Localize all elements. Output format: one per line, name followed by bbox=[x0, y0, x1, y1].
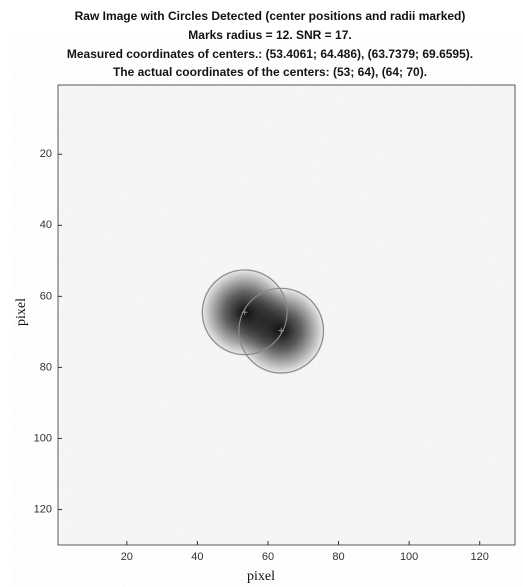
x-tick-label: 100 bbox=[400, 551, 418, 563]
title-line: The actual coordinates of the centers: (… bbox=[113, 65, 427, 79]
y-tick-label: 80 bbox=[40, 361, 52, 373]
x-tick-label: 80 bbox=[332, 551, 344, 563]
y-tick-label: 100 bbox=[34, 432, 52, 444]
y-axis-label: pixel bbox=[14, 298, 29, 326]
x-tick-label: 20 bbox=[121, 551, 133, 563]
x-tick-label: 120 bbox=[471, 551, 489, 563]
title-line: Raw Image with Circles Detected (center … bbox=[75, 9, 466, 23]
x-axis-label: pixel bbox=[247, 569, 275, 584]
y-tick-label: 20 bbox=[40, 148, 52, 160]
chart: Raw Image with Circles Detected (center … bbox=[0, 0, 523, 587]
x-tick-label: 60 bbox=[262, 551, 274, 563]
title-line: Marks radius = 12. SNR = 17. bbox=[188, 28, 351, 42]
y-tick-label: 60 bbox=[40, 290, 52, 302]
y-tick-label: 40 bbox=[40, 219, 52, 231]
title-line: Measured coordinates of centers.: (53.40… bbox=[67, 47, 473, 61]
y-tick-label: 120 bbox=[34, 503, 52, 515]
x-tick-label: 40 bbox=[191, 551, 203, 563]
